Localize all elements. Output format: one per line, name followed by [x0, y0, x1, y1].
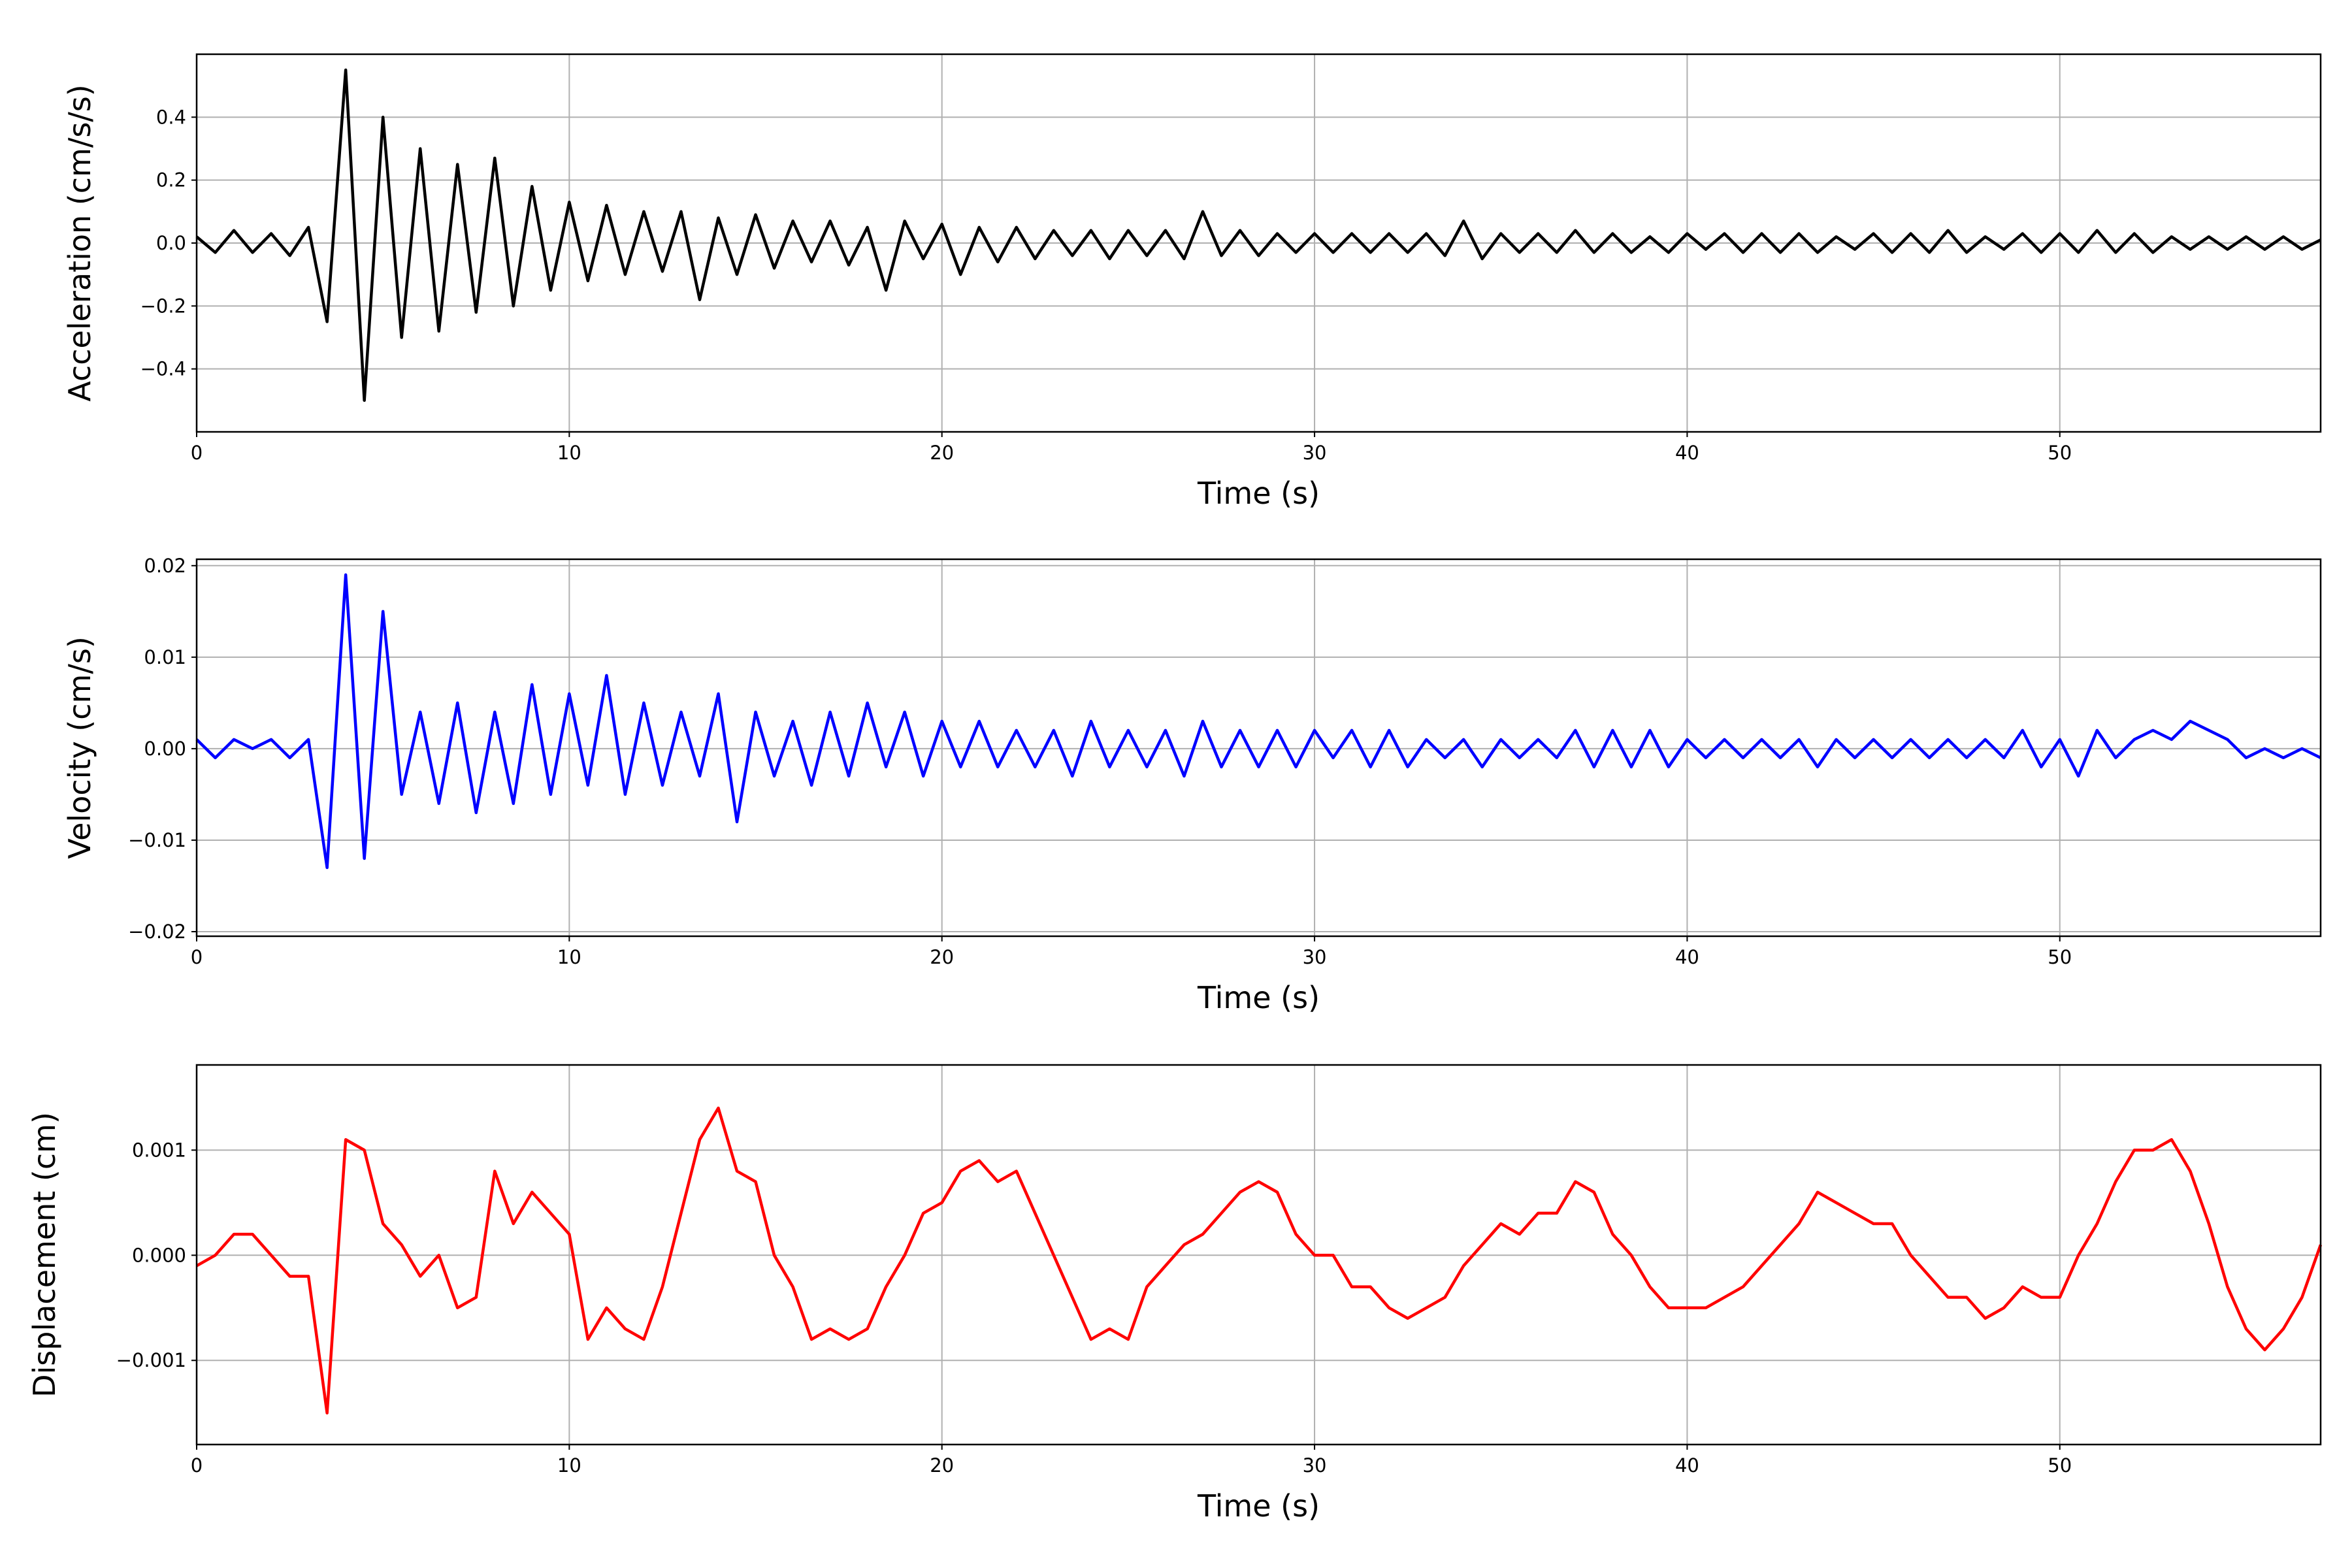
data-line	[195, 1106, 2323, 1414]
x-tick-label: 30	[1303, 1454, 1327, 1477]
y-tick-label: −0.02	[128, 921, 186, 943]
data-line	[195, 68, 2322, 402]
x-tick-label: 10	[557, 442, 581, 464]
y-tick-label: 0.0	[156, 232, 186, 254]
plot-frame	[195, 1064, 2322, 1446]
x-tick-label: 20	[930, 442, 954, 464]
y-tick-label: 0.00	[144, 738, 186, 760]
x-tick-label: 30	[1303, 442, 1327, 464]
y-tick-label: −0.01	[128, 829, 186, 851]
x-tick-label: 20	[930, 1454, 954, 1477]
x-tick-label: 40	[1675, 1454, 1699, 1477]
x-axis-label: Time (s)	[1197, 1488, 1320, 1524]
x-tick-label: 30	[1303, 946, 1327, 968]
x-tick-label: 40	[1675, 442, 1699, 464]
x-tick-label: 50	[2048, 442, 2072, 464]
y-axis-label: Displacement (cm)	[27, 1112, 62, 1397]
y-tick-label: −0.4	[140, 358, 186, 380]
y-tick-label: 0.001	[132, 1139, 186, 1161]
x-tick-label: 0	[191, 946, 203, 968]
x-tick-label: 20	[930, 946, 954, 968]
x-tick-label: 10	[557, 1454, 581, 1477]
y-axis-label: Velocity (cm/s)	[62, 636, 97, 859]
y-tick-label: −0.2	[140, 295, 186, 317]
plot-frame	[195, 558, 2322, 938]
data-line	[195, 573, 2321, 870]
x-tick-label: 0	[191, 1454, 203, 1477]
plot-frame	[195, 53, 2322, 433]
y-tick-label: 0.2	[156, 169, 186, 191]
x-tick-label: 50	[2048, 946, 2072, 968]
y-axis-label: Acceleration (cm/s/s)	[62, 84, 97, 401]
x-tick-label: 0	[191, 442, 203, 464]
x-axis-label: Time (s)	[1197, 476, 1320, 511]
y-tick-label: −0.001	[116, 1349, 186, 1371]
y-tick-label: 0.02	[144, 555, 186, 577]
y-tick-label: 0.4	[156, 106, 186, 128]
y-tick-label: 0.000	[132, 1244, 186, 1266]
x-tick-label: 50	[2048, 1454, 2072, 1477]
x-axis-label: Time (s)	[1197, 980, 1320, 1015]
y-tick-label: 0.01	[144, 646, 186, 668]
x-tick-label: 40	[1675, 946, 1699, 968]
x-tick-label: 10	[557, 946, 581, 968]
